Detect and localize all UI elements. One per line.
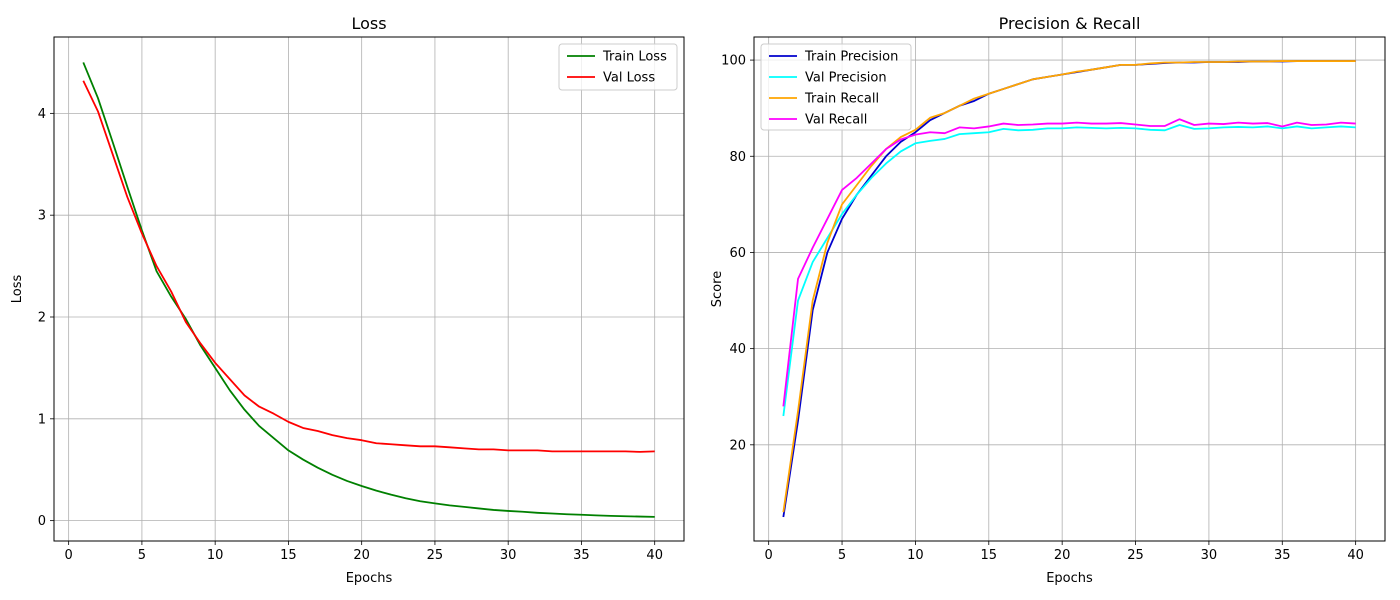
x-tick-label: 20 [353, 548, 370, 563]
x-tick-label: 25 [1127, 548, 1144, 563]
y-tick-label: 2 [38, 311, 46, 326]
series-line-val-recall [782, 118, 1356, 407]
x-tick-label: 30 [500, 548, 517, 563]
x-tick-label: 10 [207, 548, 224, 563]
legend-label: Train Recall [804, 92, 879, 107]
x-tick-label: 35 [573, 548, 590, 563]
x-tick-label: 25 [427, 548, 444, 563]
y-tick-label: 3 [38, 209, 46, 224]
legend-box [760, 43, 912, 131]
legend: Train Precision Val Precision Train Recall… [760, 43, 912, 131]
y-tick-label: 80 [729, 150, 746, 165]
precision-recall-chart: 0 5 10 15 20 25 30 35 40 20 40 60 80 100 Precision & R… [710, 14, 1386, 586]
y-tick-label: 4 [38, 107, 46, 122]
loss-chart: 0 5 10 15 20 25 30 35 40 0 1 2 3 4 Loss Epochs Loss Train… [10, 14, 685, 586]
y-tick-label: 100 [721, 54, 746, 69]
x-tick-label: 0 [65, 548, 73, 563]
x-tick-label: 35 [1274, 548, 1291, 563]
series-line-val-precision [782, 124, 1356, 417]
y-axis-label: Score [710, 271, 725, 307]
plot-area-frame [753, 36, 1386, 542]
chart-title: Precision & Recall [999, 14, 1141, 33]
x-axis-label: Epochs [1046, 571, 1093, 586]
y-tick-label: 1 [38, 412, 46, 427]
plot-area-frame [53, 36, 685, 542]
chart-title: Loss [351, 14, 386, 33]
legend-label: Val Recall [805, 113, 867, 128]
legend: Train Loss Val Loss [558, 43, 678, 91]
y-tick-label: 40 [729, 342, 746, 357]
x-tick-label: 40 [1347, 548, 1364, 563]
x-tick-label: 30 [1201, 548, 1218, 563]
y-tick-label: 60 [729, 246, 746, 261]
x-tick-label: 40 [646, 548, 663, 563]
legend-label: Val Loss [603, 71, 655, 86]
series-line-val-loss [82, 80, 655, 453]
x-axis-label: Epochs [346, 571, 393, 586]
x-tick-label: 10 [907, 548, 924, 563]
x-tick-label: 5 [138, 548, 146, 563]
x-tick-label: 20 [1054, 548, 1071, 563]
y-tick-label: 20 [729, 438, 746, 453]
series-line-train-loss [82, 62, 655, 518]
y-axis-label: Loss [10, 275, 25, 304]
x-tick-label: 15 [280, 548, 297, 563]
x-tick-label: 15 [981, 548, 998, 563]
legend-label: Val Precision [805, 71, 887, 86]
y-tick-label: 0 [38, 514, 46, 529]
x-tick-label: 5 [838, 548, 846, 563]
legend-label: Train Loss [602, 50, 667, 65]
legend-label: Train Precision [804, 50, 898, 65]
x-tick-label: 0 [765, 548, 773, 563]
